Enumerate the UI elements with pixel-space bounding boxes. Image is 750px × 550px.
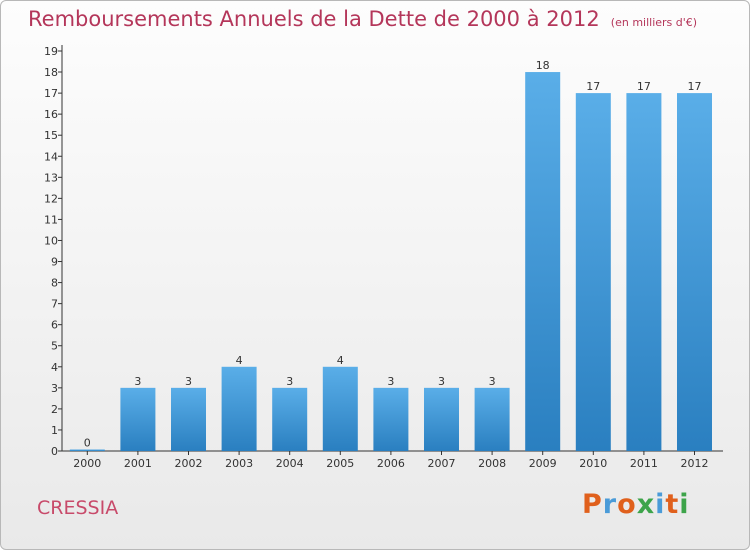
- x-tick-label: 2004: [276, 457, 304, 470]
- data-label: 4: [337, 354, 344, 367]
- proxiti-logo[interactable]: Proxiti: [582, 489, 690, 520]
- commune-name: CRESSIA: [37, 497, 119, 519]
- data-label: 3: [185, 375, 192, 388]
- data-label: 17: [637, 80, 651, 93]
- bar: [626, 93, 662, 452]
- y-tick-label: 12: [44, 192, 58, 205]
- brand-letter: i: [679, 489, 690, 520]
- y-tick-label: 14: [44, 150, 58, 163]
- bar: [322, 366, 358, 451]
- y-tick-label: 13: [44, 171, 58, 184]
- chart-title: Remboursements Annuels de la Dette de 20…: [28, 7, 600, 31]
- bar: [525, 72, 561, 451]
- data-labels: 0 3 3 4 3 4 3 3 3 18 17 17 17: [84, 59, 702, 449]
- y-tick-label: 0: [51, 445, 58, 458]
- chart-subtitle: (en milliers d'€): [610, 16, 698, 29]
- x-tick-label: 2006: [377, 457, 405, 470]
- y-tick-label: 3: [51, 382, 58, 395]
- y-tick-label: 19: [44, 45, 58, 58]
- data-label: 3: [286, 375, 293, 388]
- data-label: 3: [438, 375, 445, 388]
- x-tick-label: 2007: [428, 457, 456, 470]
- brand-letter: x: [636, 489, 656, 520]
- x-tick-label: 2002: [175, 457, 203, 470]
- x-tick-label: 2011: [630, 457, 658, 470]
- bar: [474, 387, 510, 451]
- x-tick-label: 2009: [529, 457, 557, 470]
- y-tick-label: 17: [44, 87, 58, 100]
- bar: [120, 387, 156, 451]
- data-label: 17: [688, 80, 702, 93]
- y-tick-label: 8: [51, 277, 58, 290]
- y-tick-label: 1: [51, 424, 58, 437]
- bar: [171, 387, 206, 451]
- y-tick-label: 4: [51, 361, 58, 374]
- x-tick-label: 2005: [326, 457, 354, 470]
- brand-letter: t: [665, 489, 680, 520]
- y-tick-label: 18: [44, 66, 58, 79]
- y-tick-label: 16: [44, 108, 58, 121]
- x-tick-label: 2001: [124, 457, 152, 470]
- y-tick-label: 5: [51, 340, 58, 353]
- y-tick-label: 11: [44, 213, 58, 226]
- data-label: 4: [236, 354, 243, 367]
- data-label: 3: [387, 375, 394, 388]
- data-label: 18: [536, 59, 550, 72]
- data-label: 17: [586, 80, 600, 93]
- bar: [424, 387, 459, 451]
- bar: [575, 93, 611, 452]
- y-tick-label: 2: [51, 403, 58, 416]
- y-tick-label: 9: [51, 256, 58, 269]
- x-tick-label: 2012: [681, 457, 709, 470]
- title-line: Remboursements Annuels de la Dette de 20…: [28, 7, 697, 31]
- y-tick-label: 6: [51, 319, 58, 332]
- bar: [677, 93, 712, 452]
- y-tick-label: 7: [51, 298, 58, 311]
- bars: [69, 72, 712, 452]
- y-tick-label: 10: [44, 234, 58, 247]
- x-axis: 2000 2001 2002 2003 2004 2005 2006 2007 2008 2009…: [62, 450, 723, 470]
- data-label: 0: [84, 437, 91, 450]
- x-tick-label: 2008: [478, 457, 506, 470]
- brand-letter: P: [582, 489, 603, 520]
- brand-letter: i: [655, 489, 666, 520]
- bar: [221, 366, 257, 451]
- y-tick-label: 15: [44, 129, 58, 142]
- x-tick-label: 2000: [73, 457, 101, 470]
- bar: [373, 387, 409, 451]
- bar: [69, 449, 105, 451]
- data-label: 3: [134, 375, 141, 388]
- brand-letter: r: [602, 489, 618, 520]
- data-label: 3: [489, 375, 496, 388]
- x-tick-label: 2003: [225, 457, 253, 470]
- brand-letter: o: [617, 489, 637, 520]
- bar: [272, 387, 308, 451]
- x-tick-label: 2010: [579, 457, 607, 470]
